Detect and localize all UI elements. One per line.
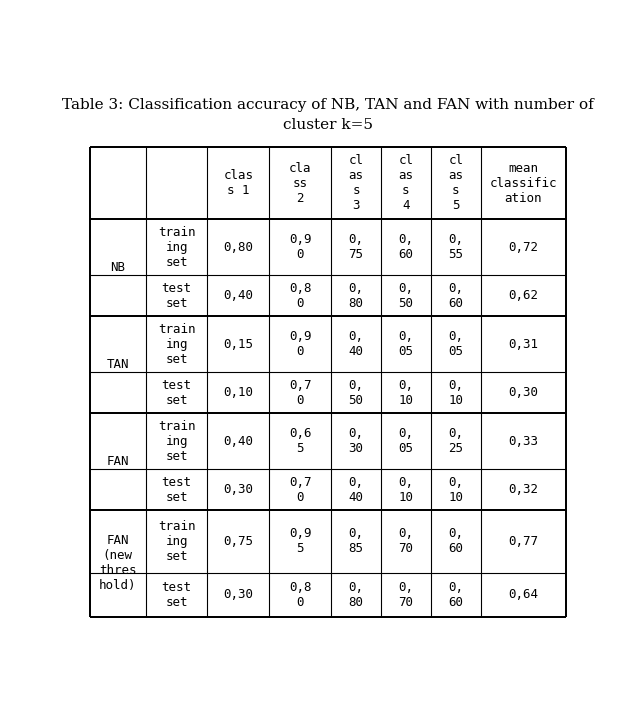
Text: 0,
10: 0, 10	[449, 379, 463, 407]
Text: test
set: test set	[162, 379, 191, 407]
Text: 0,7
0: 0,7 0	[289, 476, 311, 504]
Text: 0,6
5: 0,6 5	[289, 427, 311, 455]
Text: 0,80: 0,80	[223, 240, 253, 254]
Text: 0,
75: 0, 75	[348, 233, 364, 261]
Text: 0,77: 0,77	[508, 535, 538, 548]
Text: 0,75: 0,75	[223, 535, 253, 548]
Text: 0,
60: 0, 60	[449, 282, 463, 309]
Text: 0,
85: 0, 85	[348, 527, 364, 556]
Text: 0,
05: 0, 05	[449, 330, 463, 358]
Text: 0,8
0: 0,8 0	[289, 581, 311, 608]
Text: 0,
05: 0, 05	[398, 427, 413, 455]
Text: 0,
10: 0, 10	[398, 379, 413, 407]
Text: 0,
60: 0, 60	[449, 527, 463, 556]
Text: FAN: FAN	[107, 455, 129, 468]
Text: 0,9
5: 0,9 5	[289, 527, 311, 556]
Text: cla
ss
2: cla ss 2	[289, 161, 311, 204]
Text: 0,
30: 0, 30	[348, 427, 364, 455]
Text: 0,62: 0,62	[508, 289, 538, 302]
Text: 0,30: 0,30	[508, 386, 538, 399]
Text: 0,
10: 0, 10	[449, 476, 463, 504]
Text: 0,
70: 0, 70	[398, 527, 413, 556]
Text: 0,31: 0,31	[508, 338, 538, 351]
Text: train
ing
set: train ing set	[158, 419, 195, 462]
Text: test
set: test set	[162, 581, 191, 608]
Text: 0,
60: 0, 60	[449, 581, 463, 608]
Text: 0,32: 0,32	[508, 484, 538, 496]
Text: 0,30: 0,30	[223, 484, 253, 496]
Text: FAN
(new
thres
hold): FAN (new thres hold)	[99, 534, 136, 592]
Text: train
ing
set: train ing set	[158, 226, 195, 269]
Text: 0,
50: 0, 50	[348, 379, 364, 407]
Text: cl
as
s
4: cl as s 4	[398, 154, 413, 212]
Text: train
ing
set: train ing set	[158, 323, 195, 366]
Text: 0,8
0: 0,8 0	[289, 282, 311, 309]
Text: 0,72: 0,72	[508, 240, 538, 254]
Text: 0,40: 0,40	[223, 435, 253, 448]
Text: 0,7
0: 0,7 0	[289, 379, 311, 407]
Text: 0,10: 0,10	[223, 386, 253, 399]
Text: NB: NB	[110, 261, 125, 274]
Text: 0,30: 0,30	[223, 588, 253, 601]
Text: mean
classific
ation: mean classific ation	[490, 161, 557, 204]
Text: 0,
25: 0, 25	[449, 427, 463, 455]
Text: test
set: test set	[162, 476, 191, 504]
Text: 0,
40: 0, 40	[348, 330, 364, 358]
Text: 0,40: 0,40	[223, 289, 253, 302]
Text: cl
as
s
3: cl as s 3	[348, 154, 364, 212]
Text: clas
s 1: clas s 1	[223, 169, 253, 197]
Text: 0,9
0: 0,9 0	[289, 233, 311, 261]
Text: TAN: TAN	[107, 358, 129, 371]
Text: 0,
80: 0, 80	[348, 581, 364, 608]
Text: 0,15: 0,15	[223, 338, 253, 351]
Text: 0,
55: 0, 55	[449, 233, 463, 261]
Text: train
ing
set: train ing set	[158, 520, 195, 563]
Text: 0,9
0: 0,9 0	[289, 330, 311, 358]
Text: 0,
05: 0, 05	[398, 330, 413, 358]
Text: 0,
50: 0, 50	[398, 282, 413, 309]
Text: 0,
70: 0, 70	[398, 581, 413, 608]
Text: 0,
10: 0, 10	[398, 476, 413, 504]
Text: test
set: test set	[162, 282, 191, 309]
Text: 0,33: 0,33	[508, 435, 538, 448]
Text: Table 3: Classification accuracy of NB, TAN and FAN with number of
cluster k=5: Table 3: Classification accuracy of NB, …	[62, 98, 594, 132]
Text: 0,
80: 0, 80	[348, 282, 364, 309]
Text: 0,
40: 0, 40	[348, 476, 364, 504]
Text: 0,64: 0,64	[508, 588, 538, 601]
Text: 0,
60: 0, 60	[398, 233, 413, 261]
Text: cl
as
s
5: cl as s 5	[449, 154, 463, 212]
